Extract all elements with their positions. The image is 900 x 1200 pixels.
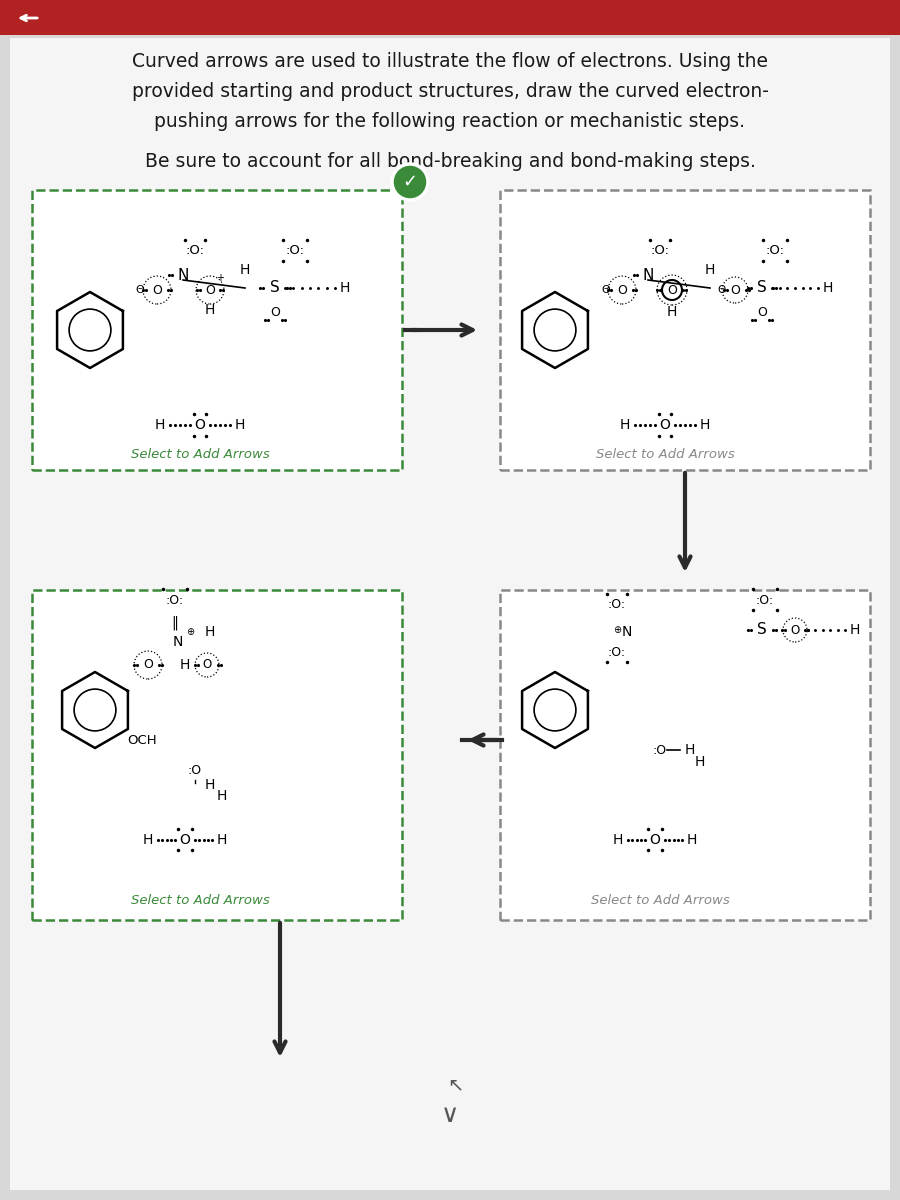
Text: ✓: ✓ xyxy=(402,173,418,191)
Text: N: N xyxy=(643,268,653,282)
Text: OCH: OCH xyxy=(127,733,157,746)
Text: O: O xyxy=(180,833,191,847)
Text: :O:: :O: xyxy=(166,594,184,606)
Text: H: H xyxy=(340,281,350,295)
Text: Θ: Θ xyxy=(136,284,144,295)
Circle shape xyxy=(783,618,807,642)
Text: S: S xyxy=(270,281,280,295)
Text: ⊕: ⊕ xyxy=(613,625,621,635)
Text: H: H xyxy=(620,418,630,432)
Circle shape xyxy=(196,276,224,304)
Text: H: H xyxy=(667,305,677,319)
Text: O: O xyxy=(660,418,670,432)
Text: O: O xyxy=(757,306,767,319)
Text: :O: :O xyxy=(188,763,202,776)
Text: O: O xyxy=(667,283,677,296)
Text: ∨: ∨ xyxy=(441,1103,459,1127)
Bar xyxy=(500,190,870,470)
Text: pushing arrows for the following reaction or mechanistic steps.: pushing arrows for the following reactio… xyxy=(155,112,745,131)
Bar xyxy=(0,0,900,35)
Text: O: O xyxy=(270,306,280,319)
Circle shape xyxy=(722,277,748,302)
Circle shape xyxy=(657,275,687,305)
Text: Curved arrows are used to illustrate the flow of electrons. Using the: Curved arrows are used to illustrate the… xyxy=(132,52,768,71)
Circle shape xyxy=(534,310,576,350)
Text: H: H xyxy=(850,623,860,637)
Circle shape xyxy=(392,164,428,200)
Circle shape xyxy=(69,310,111,350)
Text: :O:: :O: xyxy=(766,244,785,257)
Text: H: H xyxy=(695,755,706,769)
Text: H: H xyxy=(823,281,833,295)
Text: H: H xyxy=(205,778,215,792)
Circle shape xyxy=(134,650,162,679)
Text: Θ: Θ xyxy=(718,284,726,295)
Text: O: O xyxy=(650,833,661,847)
Text: :O:: :O: xyxy=(185,244,204,257)
Text: +: + xyxy=(216,272,224,283)
Text: :O:: :O: xyxy=(608,599,626,612)
Text: H: H xyxy=(205,625,215,638)
Bar xyxy=(32,190,402,470)
Text: Be sure to account for all bond-breaking and bond-making steps.: Be sure to account for all bond-breaking… xyxy=(145,152,755,170)
Circle shape xyxy=(608,276,636,304)
Text: H: H xyxy=(613,833,623,847)
Bar xyxy=(500,590,870,920)
Text: O: O xyxy=(617,283,627,296)
Circle shape xyxy=(662,280,682,300)
Text: Select to Add Arrows: Select to Add Arrows xyxy=(130,894,269,906)
Text: O: O xyxy=(205,283,215,296)
Circle shape xyxy=(195,653,219,677)
Text: Select to Add Arrows: Select to Add Arrows xyxy=(596,449,734,462)
Text: :O:: :O: xyxy=(285,244,304,257)
Text: H: H xyxy=(180,658,190,672)
Text: H: H xyxy=(700,418,710,432)
Text: H: H xyxy=(705,263,716,277)
Text: O: O xyxy=(194,418,205,432)
Text: O: O xyxy=(790,624,799,636)
Text: provided starting and product structures, draw the curved electron-: provided starting and product structures… xyxy=(131,82,769,101)
Text: N: N xyxy=(622,625,632,638)
Text: :O:: :O: xyxy=(608,646,626,659)
Text: N: N xyxy=(177,268,189,282)
Text: ↖: ↖ xyxy=(446,1075,464,1094)
Text: Select to Add Arrows: Select to Add Arrows xyxy=(130,449,269,462)
Text: :O: :O xyxy=(652,744,667,756)
Text: H: H xyxy=(687,833,698,847)
Circle shape xyxy=(74,689,116,731)
Text: H: H xyxy=(217,833,227,847)
Circle shape xyxy=(534,689,576,731)
Text: N: N xyxy=(173,635,184,649)
Text: H: H xyxy=(685,743,695,757)
Bar xyxy=(32,590,402,920)
Text: H: H xyxy=(155,418,166,432)
Text: S: S xyxy=(757,623,767,637)
Circle shape xyxy=(143,276,171,304)
Text: Select to Add Arrows: Select to Add Arrows xyxy=(590,894,729,906)
Text: H: H xyxy=(235,418,245,432)
Text: :O:: :O: xyxy=(651,244,670,257)
Text: H: H xyxy=(239,263,250,277)
Text: O: O xyxy=(152,283,162,296)
Text: ⊕: ⊕ xyxy=(186,626,194,637)
Text: ‖: ‖ xyxy=(172,616,178,630)
Text: O: O xyxy=(730,283,740,296)
Text: :O:: :O: xyxy=(756,594,774,606)
Text: H: H xyxy=(205,302,215,317)
Text: H: H xyxy=(143,833,153,847)
Text: S: S xyxy=(757,281,767,295)
Text: H: H xyxy=(217,790,227,803)
Text: Θ: Θ xyxy=(601,284,610,295)
Text: O: O xyxy=(143,659,153,672)
Text: O: O xyxy=(202,659,211,672)
